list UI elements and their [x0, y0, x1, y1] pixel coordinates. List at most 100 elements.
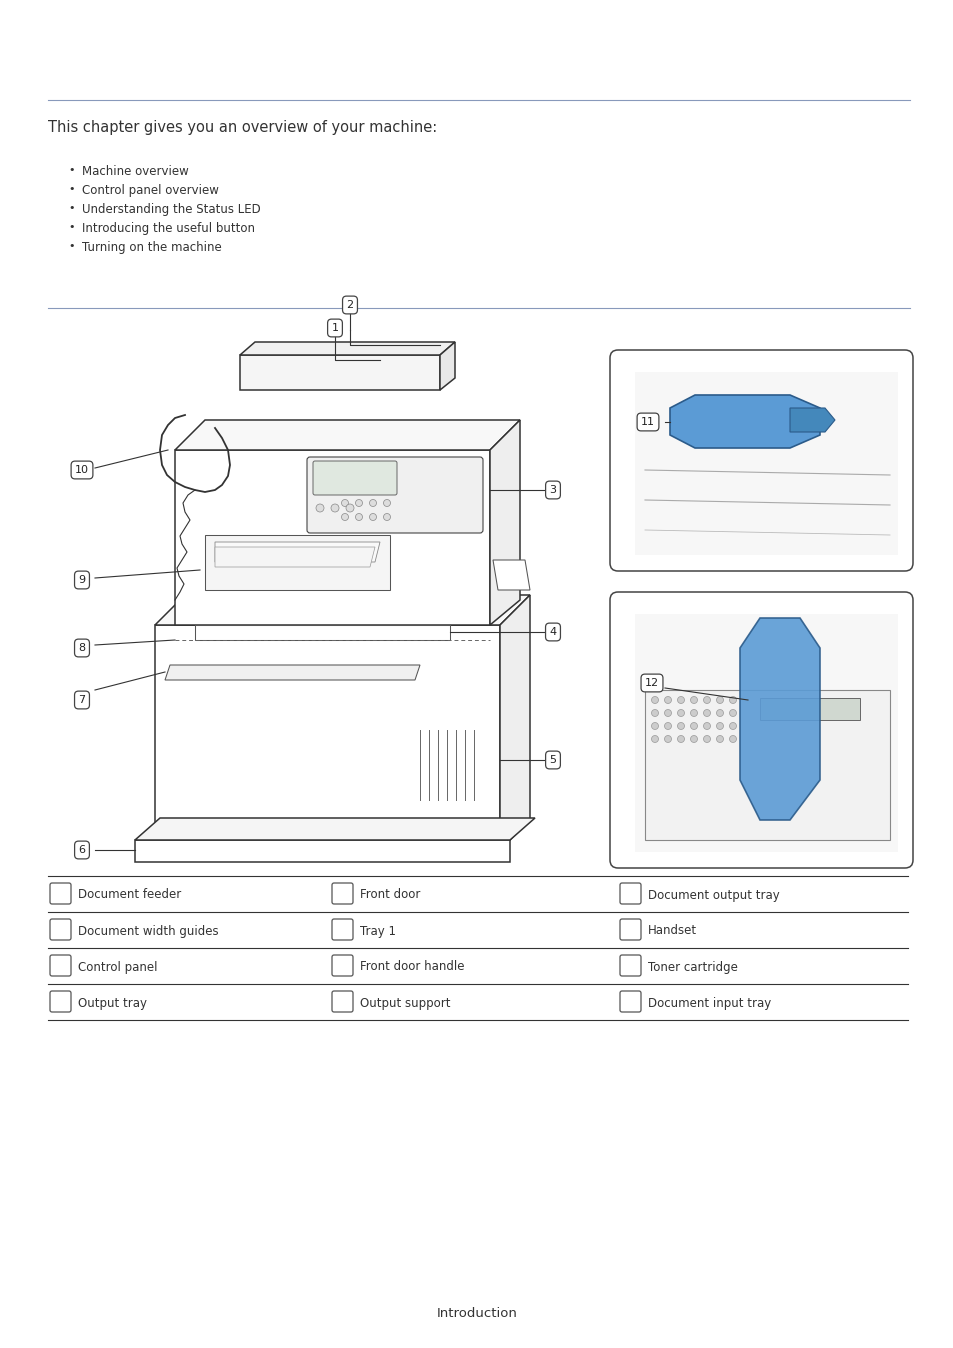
Circle shape	[383, 485, 390, 492]
Text: •: •	[68, 164, 74, 175]
Text: Control panel overview: Control panel overview	[82, 183, 218, 197]
Circle shape	[341, 472, 348, 479]
Text: Toner cartridge: Toner cartridge	[647, 961, 737, 973]
Circle shape	[690, 723, 697, 729]
Circle shape	[690, 736, 697, 743]
Circle shape	[355, 514, 362, 520]
Text: Introduction: Introduction	[436, 1308, 517, 1320]
Polygon shape	[214, 547, 375, 568]
Circle shape	[664, 709, 671, 717]
Text: •: •	[68, 204, 74, 213]
Text: 2: 2	[346, 301, 354, 310]
Circle shape	[369, 485, 376, 492]
Text: Document feeder: Document feeder	[78, 888, 181, 902]
Text: Front door handle: Front door handle	[359, 961, 464, 973]
Polygon shape	[644, 690, 889, 840]
Circle shape	[383, 500, 390, 507]
Polygon shape	[154, 594, 530, 625]
Polygon shape	[760, 698, 859, 720]
Circle shape	[702, 709, 710, 717]
Circle shape	[716, 697, 722, 704]
Circle shape	[677, 709, 684, 717]
Text: Introducing the useful button: Introducing the useful button	[82, 222, 254, 235]
Polygon shape	[240, 342, 455, 355]
Circle shape	[716, 709, 722, 717]
Text: 9: 9	[78, 576, 86, 585]
Text: Document input tray: Document input tray	[647, 996, 770, 1010]
Polygon shape	[499, 594, 530, 851]
FancyBboxPatch shape	[313, 461, 396, 495]
Polygon shape	[789, 408, 834, 431]
Circle shape	[369, 500, 376, 507]
Text: •: •	[68, 222, 74, 232]
Circle shape	[383, 514, 390, 520]
Text: 6: 6	[78, 845, 86, 855]
Circle shape	[702, 736, 710, 743]
Polygon shape	[493, 559, 530, 590]
Circle shape	[651, 723, 658, 729]
Text: 3: 3	[549, 485, 556, 495]
Polygon shape	[135, 818, 535, 840]
Text: Turning on the machine: Turning on the machine	[82, 241, 221, 253]
Text: Document output tray: Document output tray	[647, 888, 779, 902]
Polygon shape	[154, 625, 499, 851]
Text: Tray 1: Tray 1	[359, 925, 395, 937]
Circle shape	[664, 736, 671, 743]
Circle shape	[341, 514, 348, 520]
Text: Front door: Front door	[359, 888, 420, 902]
Circle shape	[729, 709, 736, 717]
Text: 1: 1	[331, 324, 338, 333]
Circle shape	[716, 723, 722, 729]
Polygon shape	[174, 421, 519, 450]
Polygon shape	[205, 535, 390, 590]
Circle shape	[369, 472, 376, 479]
Polygon shape	[669, 395, 820, 448]
Text: 12: 12	[644, 678, 659, 687]
Text: Document width guides: Document width guides	[78, 925, 218, 937]
Circle shape	[664, 697, 671, 704]
Circle shape	[651, 709, 658, 717]
Circle shape	[355, 500, 362, 507]
Text: This chapter gives you an overview of your machine:: This chapter gives you an overview of yo…	[48, 120, 436, 135]
Circle shape	[690, 697, 697, 704]
Circle shape	[355, 472, 362, 479]
Text: •: •	[68, 241, 74, 251]
Polygon shape	[174, 450, 490, 625]
Polygon shape	[740, 617, 820, 820]
Circle shape	[702, 723, 710, 729]
Circle shape	[369, 514, 376, 520]
Text: 7: 7	[78, 696, 86, 705]
Text: 10: 10	[75, 465, 89, 474]
Circle shape	[729, 736, 736, 743]
Circle shape	[355, 485, 362, 492]
Text: 11: 11	[640, 417, 655, 427]
Text: •: •	[68, 183, 74, 194]
Text: Understanding the Status LED: Understanding the Status LED	[82, 204, 260, 216]
Circle shape	[383, 472, 390, 479]
Text: 5: 5	[549, 755, 556, 766]
Circle shape	[690, 709, 697, 717]
Polygon shape	[439, 342, 455, 390]
Text: Handset: Handset	[647, 925, 697, 937]
Circle shape	[331, 504, 338, 512]
Circle shape	[677, 723, 684, 729]
Text: Control panel: Control panel	[78, 961, 157, 973]
Circle shape	[729, 697, 736, 704]
Circle shape	[651, 736, 658, 743]
Polygon shape	[635, 613, 897, 852]
Circle shape	[716, 736, 722, 743]
FancyBboxPatch shape	[307, 457, 482, 532]
FancyBboxPatch shape	[609, 350, 912, 572]
Polygon shape	[490, 421, 519, 625]
Circle shape	[651, 697, 658, 704]
Text: 4: 4	[549, 627, 556, 638]
Polygon shape	[194, 625, 450, 640]
Circle shape	[315, 504, 324, 512]
FancyBboxPatch shape	[609, 592, 912, 868]
Polygon shape	[635, 372, 897, 555]
Circle shape	[677, 697, 684, 704]
Polygon shape	[135, 840, 510, 861]
Circle shape	[729, 723, 736, 729]
Polygon shape	[240, 355, 439, 390]
Circle shape	[346, 504, 354, 512]
